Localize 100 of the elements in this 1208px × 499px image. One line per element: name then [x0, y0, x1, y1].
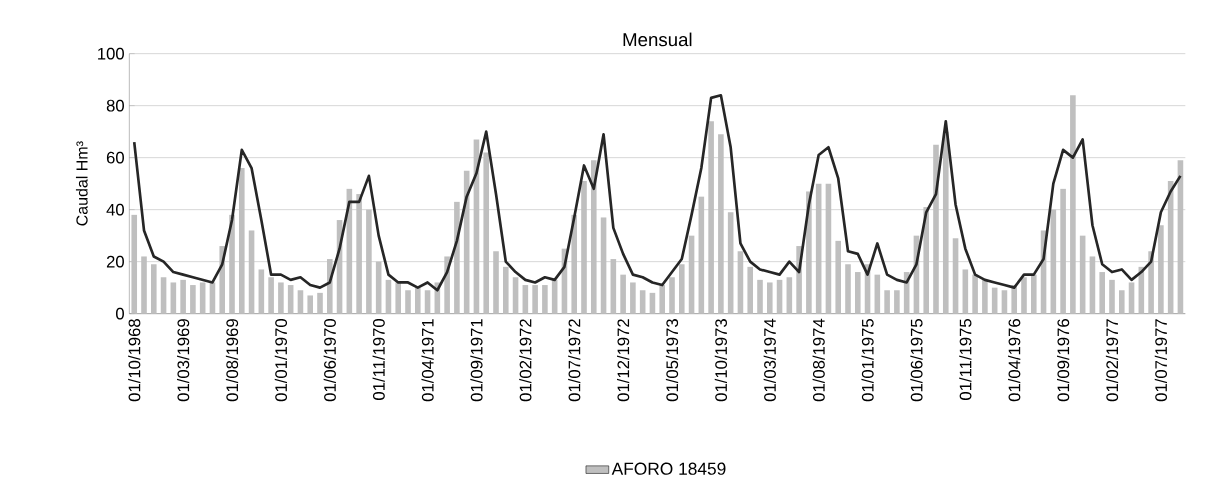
bar: [287, 285, 294, 314]
x-tick-label: 01/06/1970: [323, 319, 336, 402]
x-tick-label: 01/07/1972: [568, 319, 581, 402]
bar: [952, 238, 959, 314]
bar: [307, 295, 314, 314]
bar: [150, 264, 157, 314]
bar: [532, 285, 538, 314]
bar: [894, 290, 900, 314]
bar: [678, 264, 685, 314]
bar: [581, 181, 587, 314]
bar: [923, 207, 930, 314]
bar: [747, 266, 754, 314]
bar: [972, 274, 978, 314]
bar: [248, 230, 255, 314]
x-tick-label: 01/02/1972: [519, 319, 532, 402]
bar: [845, 264, 851, 314]
bar: [737, 251, 744, 314]
bar: [854, 272, 861, 314]
bar: [571, 214, 578, 314]
x-tick-label: 01/05/1973: [665, 319, 679, 402]
bar: [757, 279, 763, 314]
bar: [1118, 290, 1125, 314]
bar: [238, 168, 245, 314]
x-tick-label: 01/04/1976: [1008, 319, 1021, 402]
bar: [590, 160, 597, 314]
bar: [356, 194, 362, 314]
bar: [512, 277, 519, 314]
bar: [199, 282, 206, 314]
x-tick-label: 01/03/1974: [763, 318, 776, 402]
bar: [454, 201, 460, 314]
x-tick-label: 01/10/1973: [714, 319, 728, 402]
x-tick-label: 01/10/1968: [128, 319, 141, 402]
bar: [542, 285, 548, 314]
bar: [1060, 188, 1066, 314]
bar: [180, 279, 186, 314]
bar: [718, 134, 724, 314]
chart-title: Mensual: [623, 32, 692, 47]
bar: [278, 282, 284, 314]
x-tick-label: 01/01/1975: [861, 319, 874, 402]
x-tick-label: 01/02/1977: [1105, 319, 1119, 402]
x-tick-label: 01/09/1971: [470, 319, 483, 402]
bar: [385, 279, 392, 314]
bar: [395, 282, 402, 314]
bar: [317, 292, 323, 314]
bar: [708, 121, 714, 314]
bar: [1001, 290, 1008, 314]
bar: [835, 240, 842, 314]
bar: [727, 212, 734, 314]
bar: [766, 282, 773, 314]
bar: [1109, 279, 1115, 314]
bar: [1128, 282, 1135, 314]
bar: [424, 290, 431, 314]
bar: [493, 251, 499, 314]
bar: [600, 217, 607, 314]
bar: [190, 285, 196, 314]
x-tick-label: 01/06/1975: [910, 319, 923, 402]
bar: [1070, 95, 1076, 314]
bar: [483, 152, 490, 314]
y-tick-label: 20: [106, 255, 124, 268]
x-tick-label: 01/11/1970: [372, 319, 385, 400]
y-tick-label: 60: [106, 151, 124, 164]
bar: [659, 285, 666, 314]
y-tick-label: 40: [106, 203, 124, 216]
bar: [229, 214, 235, 314]
x-tick-label: 01/04/1971: [421, 319, 434, 402]
bar: [268, 277, 274, 314]
bar: [776, 279, 783, 314]
x-tick-label: 01/11/1975: [959, 319, 972, 400]
y-tick-label: 0: [116, 307, 124, 320]
y-tick-label: 100: [98, 47, 124, 60]
bar: [522, 285, 529, 314]
bar: [1089, 256, 1096, 314]
y-axis-title: Caudal Hm³: [75, 141, 88, 226]
x-tick-label: 01/03/1969: [176, 319, 190, 402]
bar: [884, 290, 890, 314]
bar: [502, 266, 509, 314]
bar: [942, 131, 949, 314]
bar: [610, 259, 617, 314]
bar: [1011, 285, 1018, 314]
bar: [1158, 225, 1164, 314]
x-tick-label: 01/09/1976: [1056, 319, 1070, 402]
x-tick-label: 01/01/1970: [274, 319, 288, 402]
legend-label: AFORO 18459: [611, 462, 726, 475]
bar: [649, 292, 656, 314]
bar: [620, 274, 626, 314]
bar: [366, 209, 372, 314]
bar: [405, 290, 411, 314]
bar: [141, 256, 147, 314]
bar: [131, 214, 138, 314]
bar: [639, 290, 646, 314]
bar: [1030, 274, 1037, 314]
bar: [630, 282, 636, 314]
bar: [297, 290, 304, 314]
bar: [258, 269, 265, 314]
x-tick-label: 01/08/1974: [812, 318, 825, 402]
bar: [982, 279, 988, 314]
bar: [160, 277, 167, 314]
bar: [1099, 272, 1106, 314]
bar: [786, 277, 793, 314]
bar: [414, 287, 421, 314]
